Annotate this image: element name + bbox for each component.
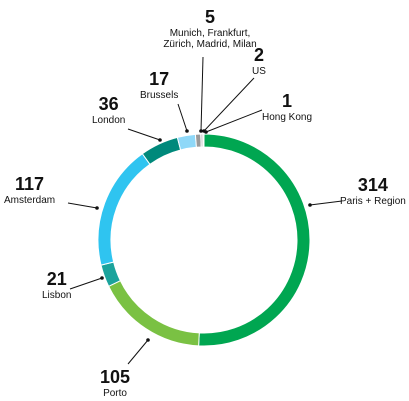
value-label: 36 — [98, 94, 119, 114]
slice-label: 105 Porto — [100, 367, 131, 399]
leader-dot — [100, 276, 104, 280]
leader-dot — [95, 206, 99, 210]
category-label: London — [92, 114, 126, 126]
leader-dot — [204, 130, 208, 134]
leader-dot — [185, 129, 189, 133]
category-label: Hong Kong — [262, 111, 313, 123]
donut-slice — [176, 133, 197, 151]
donut-slice — [107, 279, 200, 347]
leader-dot — [199, 129, 203, 133]
leader-line — [309, 200, 343, 206]
slice-label: 314 Paris + Region — [340, 175, 406, 207]
slice-label: 36 London — [92, 94, 126, 126]
leader-dot — [158, 138, 162, 142]
slice-label: 17 Brussels — [140, 69, 179, 101]
leader-line — [203, 77, 255, 132]
slice-label: 5 Munich, Frankfurt, Zürich, Madrid, Mila… — [158, 7, 262, 50]
value-label: 5 — [204, 7, 215, 27]
category-label: Munich, Frankfurt, Zürich, Madrid, Milan — [163, 27, 257, 50]
category-label: Paris + Region — [340, 195, 406, 207]
leader-line — [127, 339, 149, 365]
leader-line — [177, 103, 188, 132]
slice-label: 2 US — [252, 45, 266, 77]
donut-slice — [141, 136, 182, 166]
category-label: Lisbon — [42, 289, 72, 301]
leader-line — [205, 109, 263, 133]
category-label: Brussels — [140, 89, 179, 101]
value-label: 314 — [357, 175, 388, 195]
category-label: Amsterdam — [4, 194, 56, 206]
leader-dot — [146, 338, 150, 342]
donut-slice — [194, 133, 202, 148]
leader-dot — [308, 203, 312, 207]
category-label: US — [252, 65, 266, 77]
value-label: 105 — [100, 367, 131, 387]
value-label: 21 — [46, 269, 67, 289]
category-label: Porto — [103, 387, 127, 399]
donut-slice — [202, 133, 205, 148]
value-label: 2 — [253, 45, 264, 65]
slice-label: 21 Lisbon — [42, 269, 72, 301]
leader-line — [69, 277, 103, 290]
leader-line — [67, 202, 98, 209]
slice-label: 1 Hong Kong — [262, 91, 313, 123]
value-label: 1 — [282, 91, 293, 111]
leader-line — [200, 56, 204, 132]
value-label: 117 — [15, 174, 45, 194]
leader-line — [127, 128, 161, 141]
value-label: 17 — [149, 69, 170, 89]
donut-slice — [198, 133, 311, 347]
slice-label: 117 Amsterdam — [4, 174, 56, 206]
donut-slice — [97, 153, 151, 266]
